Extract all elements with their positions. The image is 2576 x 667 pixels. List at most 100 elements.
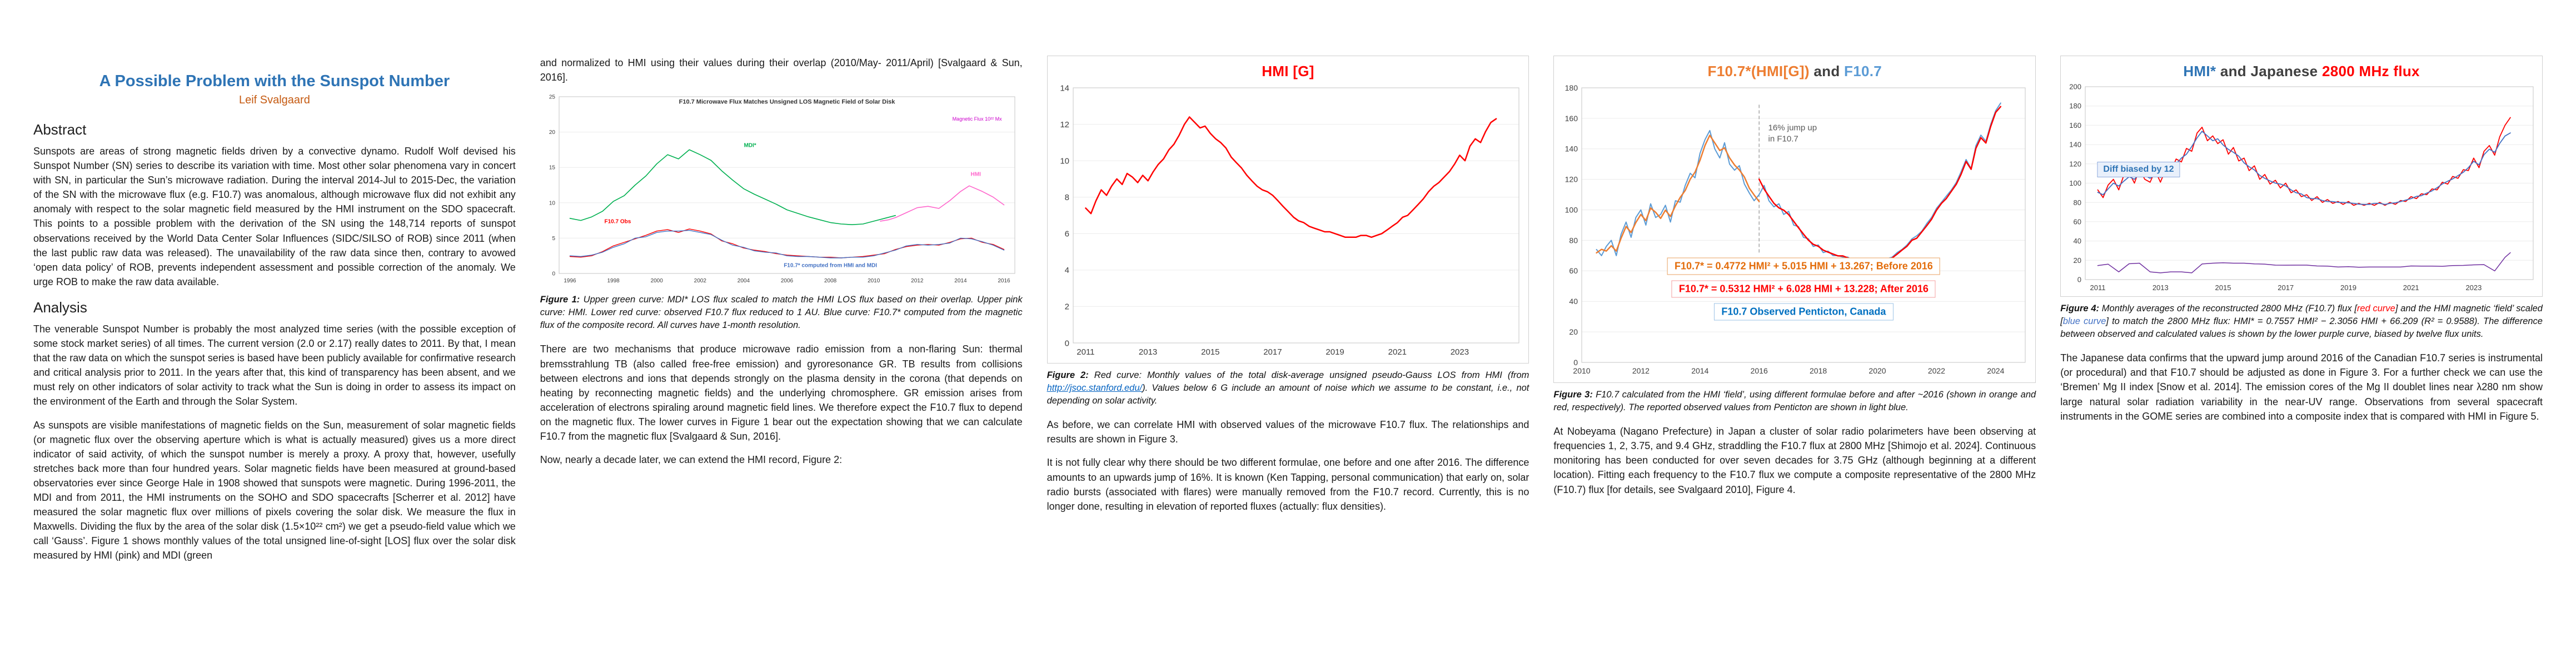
- text-segment: 2800 MHz flux: [2321, 63, 2420, 79]
- svg-text:140: 140: [2069, 141, 2081, 149]
- figure-1-caption: Figure 1: Upper green curve: MDI* LOS fl…: [540, 293, 1023, 332]
- svg-text:2012: 2012: [911, 278, 924, 284]
- svg-text:2000: 2000: [650, 278, 663, 284]
- analysis-continuation: and normalized to HMI using their values…: [540, 57, 1023, 83]
- svg-text:1998: 1998: [607, 278, 620, 284]
- svg-text:140: 140: [1565, 145, 1578, 153]
- column-2: and normalized to HMI using their values…: [540, 56, 1023, 667]
- text-segment: ] to match the 2800 MHz flux: HMI* = 0.7…: [2060, 316, 2543, 340]
- svg-text:2004: 2004: [738, 278, 750, 284]
- plot-border: [1581, 87, 2026, 363]
- plot-border: [1073, 87, 1519, 344]
- svg-text:2020: 2020: [1869, 366, 1886, 375]
- svg-text:10: 10: [549, 200, 556, 206]
- analysis-heading: Analysis: [33, 298, 87, 316]
- paper-title: A Possible Problem with the Sunspot Numb…: [99, 72, 450, 90]
- text-segment: ). Values below 6 G include an amount of…: [1047, 383, 1529, 406]
- svg-text:2006: 2006: [781, 278, 794, 284]
- svg-text:80: 80: [1569, 236, 1578, 245]
- gridlines: [559, 96, 1015, 239]
- text-segment: and Japanese: [2216, 63, 2322, 79]
- figure-2-chart: 0 2 4 6 8 10 12 14 2011 2013 2015 2017 2019 2021 2023: [1048, 82, 1529, 363]
- svg-text:160: 160: [1565, 114, 1578, 123]
- figure-1-inner-title: F10.7 Microwave Flux Matches Unsigned LO…: [679, 99, 895, 106]
- hmi-label: HMI: [970, 172, 981, 178]
- series-mdi-star: [569, 149, 896, 226]
- svg-text:20: 20: [549, 130, 556, 136]
- text-segment: F10.7*(HMI[G]): [1707, 63, 1810, 79]
- text-segment: F10.7 calculated from the HMI ‘field’, u…: [1596, 390, 1989, 400]
- figure-1-chart: 0 5 10 15 20 25 1996 1998 2000 2002 2004 2006 2008 20…: [540, 93, 1023, 288]
- figure-1: 0 5 10 15 20 25 1996 1998 2000 2002 2004 2006 2008 20…: [540, 93, 1023, 288]
- svg-text:2015: 2015: [2215, 283, 2231, 292]
- x-axis-ticks: 2010 2012 2014 2016 2018 2020 2022 2024: [1573, 366, 2005, 375]
- svg-text:2016: 2016: [998, 278, 1010, 284]
- svg-text:120: 120: [1565, 175, 1578, 184]
- figure-4-chart: 0 20 40 60 80 100 120 140 160 180 200 2011 2013 2015 2…: [2061, 82, 2542, 296]
- series-hmi-gauss: [1084, 116, 1497, 238]
- gridlines: [1073, 87, 1519, 307]
- text-segment: orange and red: [1553, 390, 2036, 413]
- svg-text:100: 100: [1565, 206, 1578, 215]
- svg-text:2023: 2023: [2466, 283, 2482, 292]
- svg-text:160: 160: [2069, 121, 2081, 130]
- hyperlink[interactable]: http://jsoc.stanford.edu/: [1047, 383, 1143, 394]
- f107-calc-label: F10.7* computed from HMI and MDI: [784, 263, 877, 269]
- text-segment: red curve: [2356, 303, 2395, 313]
- figure-3-svg: 0 20 40 60 80 100 120 140 160 180 2010 2012 2014 2016…: [1565, 83, 2026, 375]
- text-segment: Figure 3:: [1553, 390, 1596, 400]
- svg-text:5: 5: [552, 236, 555, 242]
- japanese-confirmation-paragraph: The Japanese data confirms that the upwa…: [2060, 352, 2543, 422]
- analysis-paragraph-1: The venerable Sunspot Number is probably…: [33, 323, 516, 407]
- svg-text:0: 0: [1064, 339, 1069, 348]
- svg-text:2011: 2011: [1077, 347, 1094, 357]
- svg-text:60: 60: [2074, 218, 2081, 226]
- svg-text:2008: 2008: [824, 278, 837, 284]
- svg-text:2018: 2018: [1810, 366, 1827, 375]
- svg-text:2019: 2019: [1326, 347, 1344, 357]
- svg-text:6: 6: [1064, 230, 1069, 239]
- formula-before-2016: F10.7* = 0.4772 HMI² + 5.015 HMI + 13.26…: [1667, 257, 1940, 275]
- mdi-label: MDI*: [744, 142, 756, 148]
- y-axis-ticks: 0 5 10 15 20 25: [549, 94, 556, 277]
- svg-text:2015: 2015: [1201, 347, 1219, 357]
- figure-2-title: HMI [G]: [1048, 56, 1529, 82]
- formula-after-2016: F10.7* = 0.5312 HMI² + 6.028 HMI + 13.22…: [1671, 280, 1936, 298]
- svg-text:12: 12: [1060, 120, 1069, 130]
- figure-4-caption: Figure 4: Monthly averages of the recons…: [2060, 302, 2543, 341]
- svg-text:20: 20: [2074, 256, 2081, 265]
- diff-label: Diff biased by 12: [2097, 162, 2180, 178]
- figure-2: HMI [G] 0 2 4 6 8 10 12 14 2011 2013 2015 2017 2019 2…: [1047, 56, 1529, 364]
- column-4: F10.7*(HMI[G]) and F10.7 0 20 40 60 80 100 120…: [1553, 56, 2036, 667]
- svg-text:2: 2: [1064, 302, 1069, 312]
- x-axis-ticks: 2011 2013 2015 2017 2019 2021 2023: [2090, 283, 2482, 292]
- svg-text:40: 40: [1569, 297, 1578, 306]
- figure-4-title: HMI* and Japanese 2800 MHz flux: [2061, 56, 2542, 82]
- svg-text:0: 0: [1574, 358, 1578, 367]
- figure-2-caption: Figure 2: Red curve: Monthly values of t…: [1047, 369, 1529, 407]
- svg-text:2022: 2022: [1928, 366, 1945, 375]
- series-difference: [2097, 252, 2511, 273]
- plot-border: [559, 96, 1015, 274]
- svg-text:14: 14: [1060, 83, 1069, 93]
- svg-text:2014: 2014: [954, 278, 967, 284]
- svg-text:0: 0: [2077, 276, 2081, 284]
- svg-text:120: 120: [2069, 160, 2081, 168]
- svg-text:2017: 2017: [2278, 283, 2294, 292]
- svg-text:40: 40: [2074, 237, 2081, 245]
- svg-text:2012: 2012: [1632, 366, 1650, 375]
- svg-text:100: 100: [2069, 179, 2081, 187]
- text-segment: blue curve: [2062, 316, 2106, 327]
- y-axis-ticks: 0 20 40 60 80 100 120 140 160 180 200: [2069, 83, 2081, 284]
- svg-text:25: 25: [549, 94, 556, 101]
- text-segment: , respectively). The reported observed v…: [1567, 402, 1909, 413]
- abstract-heading: Abstract: [33, 121, 87, 138]
- figure-3-caption: Figure 3: F10.7 calculated from the HMI …: [1553, 389, 2036, 414]
- extend-record-paragraph: Now, nearly a decade later, we can exten…: [540, 454, 843, 466]
- text-segment: Red curve: Monthly values of the total d…: [1094, 370, 1529, 380]
- svg-text:0: 0: [552, 271, 555, 277]
- svg-text:10: 10: [1060, 156, 1069, 166]
- x-axis-ticks: 2011 2013 2015 2017 2019 2021 2023: [1077, 347, 1469, 357]
- svg-text:2016: 2016: [1751, 366, 1768, 375]
- svg-text:2023: 2023: [1450, 347, 1468, 357]
